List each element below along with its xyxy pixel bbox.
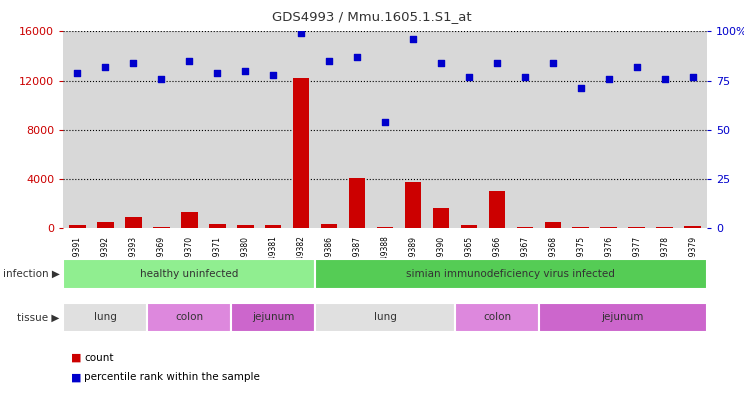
Bar	[231, 31, 259, 228]
Point	[407, 36, 419, 42]
Bar	[539, 303, 707, 332]
Point	[211, 70, 223, 76]
Point	[155, 75, 167, 82]
Text: ■: ■	[71, 353, 81, 363]
Bar	[259, 31, 287, 228]
Text: lung: lung	[94, 312, 117, 322]
Bar	[623, 31, 651, 228]
Bar	[321, 224, 338, 228]
Bar	[315, 303, 455, 332]
Point	[239, 68, 251, 74]
Bar	[572, 227, 589, 228]
Point	[295, 30, 307, 37]
Bar	[427, 31, 455, 228]
Text: colon: colon	[483, 312, 511, 322]
Point	[463, 73, 475, 80]
Bar	[516, 227, 533, 228]
Bar	[175, 31, 203, 228]
Bar	[399, 31, 427, 228]
Point	[631, 64, 643, 70]
Bar	[343, 31, 371, 228]
Text: lung: lung	[373, 312, 397, 322]
Bar	[461, 226, 478, 228]
Text: colon: colon	[175, 312, 203, 322]
Bar	[489, 191, 505, 228]
Point	[435, 60, 447, 66]
Text: percentile rank within the sample: percentile rank within the sample	[84, 372, 260, 382]
Bar	[455, 31, 483, 228]
Point	[575, 85, 587, 92]
Point	[183, 58, 195, 64]
Bar	[147, 303, 231, 332]
Bar	[125, 217, 141, 228]
Bar	[595, 31, 623, 228]
Bar	[231, 303, 315, 332]
Bar	[63, 31, 92, 228]
Bar	[432, 208, 449, 228]
Bar	[315, 31, 343, 228]
Bar	[69, 224, 86, 228]
Bar	[63, 303, 147, 332]
Bar	[265, 225, 281, 228]
Point	[71, 70, 83, 76]
Bar	[237, 226, 254, 228]
Point	[323, 58, 335, 64]
Bar	[629, 227, 645, 228]
Point	[519, 73, 531, 80]
Text: GDS4993 / Mmu.1605.1.S1_at: GDS4993 / Mmu.1605.1.S1_at	[272, 10, 472, 23]
Bar	[119, 31, 147, 228]
Text: jejunum: jejunum	[602, 312, 644, 322]
Bar	[405, 182, 421, 228]
Text: count: count	[84, 353, 114, 363]
Bar	[92, 31, 119, 228]
Bar	[209, 224, 225, 228]
Bar	[679, 31, 707, 228]
Bar	[153, 227, 170, 228]
Bar	[287, 31, 315, 228]
Point	[351, 54, 363, 60]
Point	[99, 64, 111, 70]
Bar	[511, 31, 539, 228]
Bar	[539, 31, 567, 228]
Bar	[292, 78, 310, 228]
Text: simian immunodeficiency virus infected: simian immunodeficiency virus infected	[406, 269, 615, 279]
Bar	[545, 222, 561, 228]
Bar	[181, 212, 198, 228]
Text: jejunum: jejunum	[252, 312, 295, 322]
Point	[127, 60, 139, 66]
Bar	[63, 259, 315, 289]
Text: ■: ■	[71, 372, 81, 382]
Point	[659, 75, 671, 82]
Bar	[349, 178, 365, 228]
Point	[687, 73, 699, 80]
Point	[491, 60, 503, 66]
Point	[547, 60, 559, 66]
Bar	[371, 31, 399, 228]
Bar	[684, 226, 701, 228]
Bar	[376, 227, 394, 228]
Bar	[455, 303, 539, 332]
Point	[603, 75, 615, 82]
Bar	[600, 227, 618, 228]
Point	[267, 72, 279, 78]
Point	[379, 119, 391, 125]
Text: healthy uninfected: healthy uninfected	[140, 269, 238, 279]
Bar	[651, 31, 679, 228]
Bar	[483, 31, 511, 228]
Bar	[656, 227, 673, 228]
Bar	[315, 259, 707, 289]
Bar	[97, 222, 114, 228]
Text: infection ▶: infection ▶	[3, 269, 60, 279]
Bar	[567, 31, 595, 228]
Text: tissue ▶: tissue ▶	[17, 312, 60, 322]
Bar	[203, 31, 231, 228]
Bar	[147, 31, 175, 228]
